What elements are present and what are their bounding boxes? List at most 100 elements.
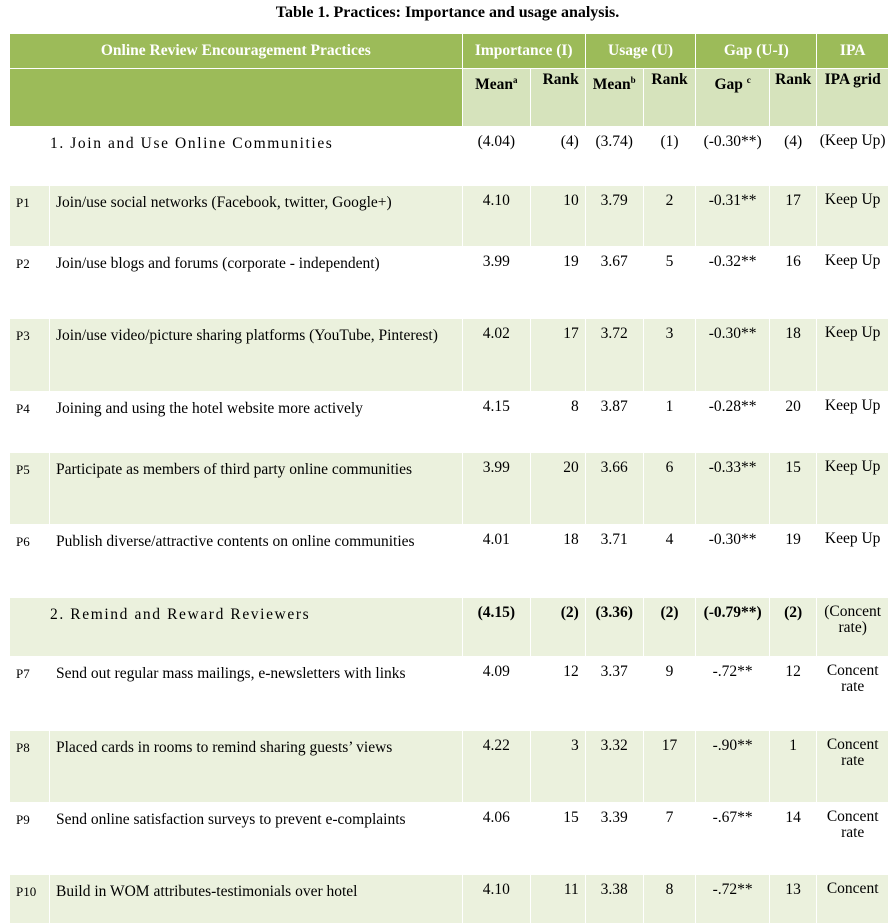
- header-rank-i: Rank: [530, 68, 586, 127]
- cell-rank-g: 15: [768, 452, 818, 525]
- cell-ipa: Keep Up: [816, 185, 889, 247]
- cell-rank-g: 1: [768, 730, 818, 803]
- cell-mean-i: 4.09: [461, 656, 532, 731]
- practice-description: Send out regular mass mailings, e-newsle…: [49, 656, 463, 731]
- practice-id: P5: [9, 452, 50, 525]
- header-gap: Gap (U-I): [695, 33, 818, 69]
- cell-ipa: Keep Up: [816, 391, 889, 453]
- cell-mean-u: 3.39: [584, 802, 644, 875]
- cell-rank-i: 10: [530, 185, 586, 247]
- header-rank-u: Rank: [642, 68, 697, 127]
- category-label: 1. Join and Use Online Communities: [9, 126, 463, 186]
- cell-gap: -.72**: [695, 874, 770, 924]
- cell-mean-i: 4.01: [461, 524, 532, 598]
- table-row: P4 Joining and using the hotel website m…: [9, 391, 889, 453]
- cell-gap: -0.30**: [695, 524, 770, 598]
- practice-description: Join/use social networks (Facebook, twit…: [49, 185, 463, 247]
- cell-mean-i: 4.10: [461, 874, 532, 924]
- header-gap-col: Gap c: [695, 68, 770, 127]
- cell-ipa: (Concent rate): [816, 597, 889, 657]
- practice-id: P7: [9, 656, 50, 731]
- cell-rank-g: 18: [768, 318, 818, 392]
- practice-description: Build in WOM attributes-testimonials ove…: [49, 874, 463, 924]
- cell-rank-i: 3: [530, 730, 586, 803]
- practice-description: Join/use video/picture sharing platforms…: [49, 318, 463, 392]
- cell-ipa: Keep Up: [816, 246, 889, 319]
- cell-rank-g: 16: [768, 246, 818, 319]
- practices-table: Online Review Encouragement Practices Im…: [9, 33, 889, 924]
- cell-mean-u: 3.71: [584, 524, 644, 598]
- cell-rank-u: 6: [642, 452, 697, 525]
- cell-rank-i: 8: [530, 391, 586, 453]
- cell-mean-u: 3.66: [584, 452, 644, 525]
- cell-ipa: Keep Up: [816, 524, 889, 598]
- cell-rank-u: 5: [642, 246, 697, 319]
- table-caption: Table 1. Practices: Importance and usage…: [275, 4, 620, 21]
- cell-mean-u: 3.72: [584, 318, 644, 392]
- header-importance: Importance (I): [461, 33, 586, 69]
- table-row: P2 Join/use blogs and forums (corporate …: [9, 246, 889, 319]
- header-ipa: IPA: [816, 33, 889, 69]
- cell-mean-u: 3.38: [584, 874, 644, 924]
- cell-mean-i: 4.06: [461, 802, 532, 875]
- cell-rank-i: (4): [530, 126, 586, 186]
- cell-rank-u: 8: [642, 874, 697, 924]
- cell-mean-u: (3.36): [584, 597, 644, 657]
- cell-rank-i: 19: [530, 246, 586, 319]
- cell-gap: -0.28**: [695, 391, 770, 453]
- cell-rank-i: 15: [530, 802, 586, 875]
- cell-rank-u: 7: [642, 802, 697, 875]
- cell-rank-g: 12: [768, 656, 818, 731]
- table-row: P1 Join/use social networks (Facebook, t…: [9, 185, 889, 247]
- table-row: P7 Send out regular mass mailings, e-new…: [9, 656, 889, 731]
- cell-ipa: Keep Up: [816, 318, 889, 392]
- table-row: P8 Placed cards in rooms to remind shari…: [9, 730, 889, 803]
- practice-description: Publish diverse/attractive contents on o…: [49, 524, 463, 598]
- cell-rank-u: 4: [642, 524, 697, 598]
- cell-mean-u: 3.32: [584, 730, 644, 803]
- cell-rank-i: (2): [530, 597, 586, 657]
- cell-rank-i: 12: [530, 656, 586, 731]
- cell-rank-g: 13: [768, 874, 818, 924]
- cell-mean-i: 4.15: [461, 391, 532, 453]
- cell-ipa: Keep Up: [816, 452, 889, 525]
- cell-mean-i: 3.99: [461, 246, 532, 319]
- practice-id: P2: [9, 246, 50, 319]
- practice-description: Send online satisfaction surveys to prev…: [49, 802, 463, 875]
- cell-mean-i: 3.99: [461, 452, 532, 525]
- cell-rank-u: 1: [642, 391, 697, 453]
- cell-rank-i: 20: [530, 452, 586, 525]
- header-row-1: Online Review Encouragement Practices Im…: [9, 33, 889, 69]
- cell-gap: (-0.30**): [695, 126, 770, 186]
- cell-gap: -.67**: [695, 802, 770, 875]
- cell-mean-i: 4.02: [461, 318, 532, 392]
- cell-ipa: (Keep Up): [816, 126, 889, 186]
- practice-id: P10: [9, 874, 50, 924]
- category-label: 2. Remind and Reward Reviewers: [9, 597, 463, 657]
- table-row: P10 Build in WOM attributes-testimonials…: [9, 874, 889, 924]
- cell-gap: -0.31**: [695, 185, 770, 247]
- cell-ipa: Concent rate: [816, 802, 889, 875]
- cell-rank-u: 2: [642, 185, 697, 247]
- header-usage: Usage (U): [584, 33, 697, 69]
- cell-gap: -0.32**: [695, 246, 770, 319]
- practice-description: Joining and using the hotel website more…: [49, 391, 463, 453]
- header-mean-i: Meana: [461, 68, 532, 127]
- practice-id: P8: [9, 730, 50, 803]
- practice-description: Participate as members of third party on…: [49, 452, 463, 525]
- cell-rank-g: (2): [768, 597, 818, 657]
- cell-rank-u: (2): [642, 597, 697, 657]
- category-row: 1. Join and Use Online Communities (4.04…: [9, 126, 889, 186]
- cell-mean-u: (3.74): [584, 126, 644, 186]
- table-row: P5 Participate as members of third party…: [9, 452, 889, 525]
- cell-rank-g: (4): [768, 126, 818, 186]
- cell-mean-i: (4.04): [461, 126, 532, 186]
- practice-description: Join/use blogs and forums (corporate - i…: [49, 246, 463, 319]
- header-row-2: Meana Rank Meanb Rank Gap c Rank IPA gri…: [9, 68, 889, 127]
- cell-gap: -0.33**: [695, 452, 770, 525]
- cell-gap: -0.30**: [695, 318, 770, 392]
- cell-mean-u: 3.37: [584, 656, 644, 731]
- cell-rank-g: 20: [768, 391, 818, 453]
- header-mean-u: Meanb: [584, 68, 644, 127]
- practice-id: P9: [9, 802, 50, 875]
